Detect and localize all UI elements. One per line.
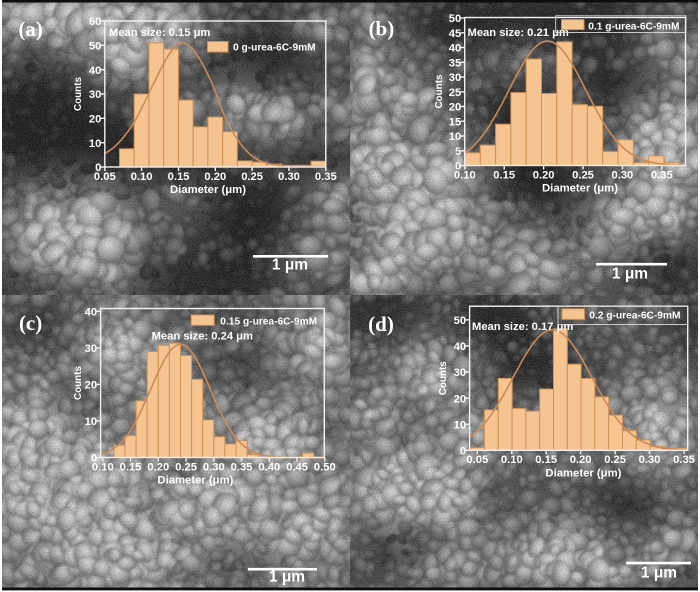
svg-text:0.10: 0.10 <box>454 169 476 181</box>
svg-text:(a): (a) <box>18 17 43 41</box>
svg-text:0.30: 0.30 <box>278 171 300 183</box>
svg-text:30: 30 <box>89 89 101 101</box>
svg-text:0.40: 0.40 <box>258 461 280 473</box>
svg-text:1 μm: 1 μm <box>269 569 305 586</box>
svg-text:40: 40 <box>454 341 466 353</box>
svg-text:10: 10 <box>454 419 466 431</box>
svg-text:Diameter (μm): Diameter (μm) <box>542 183 618 195</box>
svg-text:0.20: 0.20 <box>570 454 592 466</box>
svg-text:50: 50 <box>449 13 461 25</box>
svg-text:20: 20 <box>85 380 97 392</box>
svg-text:Counts: Counts <box>438 361 449 396</box>
svg-text:0.2 g-urea-6C-9mM: 0.2 g-urea-6C-9mM <box>589 311 680 322</box>
svg-text:Mean size: 0.17 μm: Mean size: 0.17 μm <box>472 321 573 333</box>
svg-text:0.20: 0.20 <box>533 169 555 181</box>
svg-text:60: 60 <box>89 16 101 28</box>
svg-text:40: 40 <box>85 307 97 319</box>
svg-text:0.45: 0.45 <box>286 461 308 473</box>
svg-text:30: 30 <box>454 367 466 379</box>
svg-text:10: 10 <box>449 131 461 143</box>
svg-text:(d): (d) <box>368 312 394 336</box>
svg-text:0.1 g-urea-6C-9mM: 0.1 g-urea-6C-9mM <box>588 21 679 32</box>
svg-text:0.30: 0.30 <box>639 454 661 466</box>
svg-text:0.10: 0.10 <box>131 171 153 183</box>
svg-text:0.10: 0.10 <box>501 454 523 466</box>
svg-text:0.15: 0.15 <box>168 171 190 183</box>
svg-text:0.35: 0.35 <box>673 454 695 466</box>
svg-text:0.25: 0.25 <box>175 461 197 473</box>
svg-text:30: 30 <box>449 72 461 84</box>
svg-text:Counts: Counts <box>434 74 445 109</box>
svg-text:10: 10 <box>85 416 97 428</box>
svg-text:40: 40 <box>449 43 461 55</box>
svg-text:1 μm: 1 μm <box>641 565 677 582</box>
svg-text:0.30: 0.30 <box>612 169 634 181</box>
svg-text:0.05: 0.05 <box>94 171 116 183</box>
svg-text:0.25: 0.25 <box>604 454 626 466</box>
svg-text:20: 20 <box>89 114 101 126</box>
svg-text:0.30: 0.30 <box>203 461 225 473</box>
svg-text:10: 10 <box>89 138 101 150</box>
svg-text:(c): (c) <box>19 311 42 335</box>
svg-text:0.20: 0.20 <box>147 461 169 473</box>
svg-text:1 μm: 1 μm <box>612 266 648 283</box>
svg-text:0: 0 <box>95 162 101 174</box>
svg-text:Mean size: 0.21 μm: Mean size: 0.21 μm <box>468 27 569 39</box>
svg-text:Mean size: 0.15 μm: Mean size: 0.15 μm <box>109 27 210 39</box>
svg-text:20: 20 <box>449 102 461 114</box>
svg-text:50: 50 <box>89 41 101 53</box>
svg-text:1 μm: 1 μm <box>272 257 308 274</box>
svg-text:Diameter (μm): Diameter (μm) <box>157 475 233 487</box>
svg-text:50: 50 <box>454 315 466 327</box>
svg-text:(b): (b) <box>369 16 395 40</box>
svg-text:0: 0 <box>455 161 461 173</box>
svg-text:0.35: 0.35 <box>231 461 253 473</box>
svg-text:20: 20 <box>454 393 466 405</box>
svg-text:0.35: 0.35 <box>315 171 337 183</box>
svg-text:0.50: 0.50 <box>314 461 336 473</box>
svg-text:0.15: 0.15 <box>535 454 557 466</box>
svg-text:Diameter (μm): Diameter (μm) <box>170 184 246 196</box>
svg-text:35: 35 <box>449 58 461 70</box>
svg-text:0.25: 0.25 <box>572 169 594 181</box>
svg-text:0: 0 <box>91 453 97 465</box>
svg-text:Mean size: 0.24 μm: Mean size: 0.24 μm <box>152 330 253 342</box>
svg-text:Counts: Counts <box>73 76 84 111</box>
svg-text:0: 0 <box>460 446 466 458</box>
svg-text:0.35: 0.35 <box>651 169 673 181</box>
svg-text:45: 45 <box>449 28 461 40</box>
svg-text:15: 15 <box>449 117 461 129</box>
svg-text:5: 5 <box>455 146 461 158</box>
svg-text:40: 40 <box>89 65 101 77</box>
svg-text:0.20: 0.20 <box>204 171 226 183</box>
svg-text:30: 30 <box>85 343 97 355</box>
svg-text:0.10: 0.10 <box>92 461 114 473</box>
svg-text:0 g-urea-6C-9mM: 0 g-urea-6C-9mM <box>233 43 316 54</box>
svg-text:25: 25 <box>449 87 461 99</box>
svg-text:Counts: Counts <box>73 365 84 400</box>
svg-text:0.15: 0.15 <box>493 169 515 181</box>
svg-text:0.25: 0.25 <box>241 171 263 183</box>
svg-text:0.15 g-urea-6C-9mM: 0.15 g-urea-6C-9mM <box>220 316 317 327</box>
svg-text:0.05: 0.05 <box>466 454 488 466</box>
svg-text:Diameter (μm): Diameter (μm) <box>545 468 621 480</box>
svg-text:0.15: 0.15 <box>120 461 142 473</box>
